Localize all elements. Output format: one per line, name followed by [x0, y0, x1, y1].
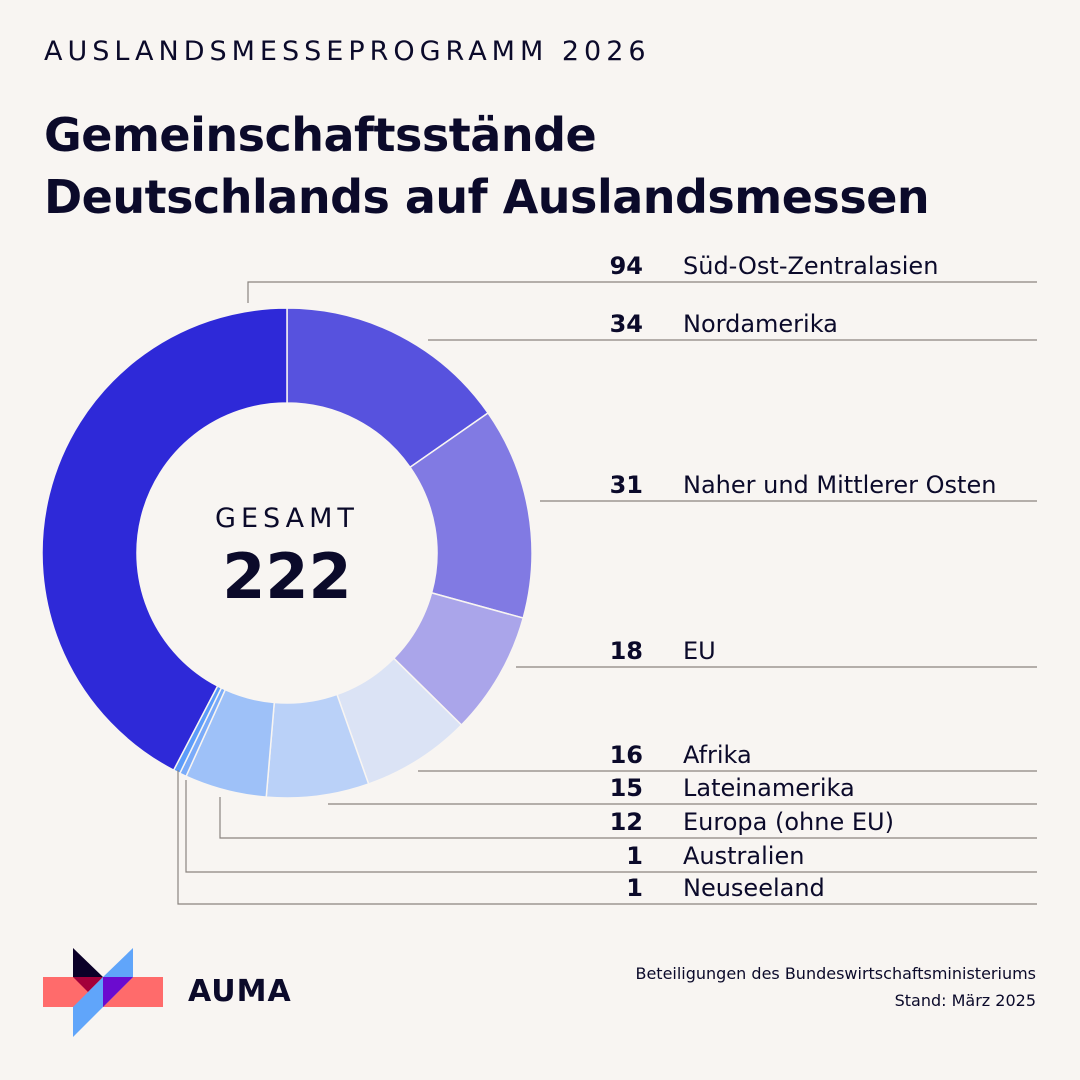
leader-line — [219, 797, 1037, 839]
title-line-1: Gemeinschaftsstände — [44, 108, 597, 162]
center-total: 222 — [222, 540, 351, 613]
category-label: Australien — [683, 842, 804, 870]
leader-line — [247, 281, 1037, 303]
value-label: 1 — [626, 842, 643, 870]
value-label: 12 — [610, 808, 643, 836]
value-label: 16 — [610, 741, 643, 769]
slice-s-d-ost-zentralasien — [41, 307, 288, 772]
source-note: Beteiligungen des Bundeswirtschaftsminis… — [635, 964, 1036, 983]
category-label: Europa (ohne EU) — [683, 808, 894, 836]
leader-line — [177, 770, 1037, 905]
category-label: Lateinamerika — [683, 774, 855, 802]
date-note: Stand: März 2025 — [894, 991, 1036, 1010]
category-label: Naher und Mittlerer Osten — [683, 471, 996, 499]
value-label: 1 — [626, 874, 643, 902]
value-label: 31 — [610, 471, 643, 499]
category-label: Süd-Ost-Zentralasien — [683, 252, 938, 280]
leader-line — [185, 780, 1037, 873]
value-label: 15 — [610, 774, 643, 802]
center-label: GESAMT — [215, 503, 359, 534]
value-label: 18 — [610, 637, 643, 665]
title-line-2: Deutschlands auf Auslandsmessen — [44, 170, 930, 224]
value-label: 94 — [610, 252, 643, 280]
page-title: Gemeinschaftsstände Deutschlands auf Aus… — [44, 104, 930, 228]
category-label: Neuseeland — [683, 874, 825, 902]
auma-logo-icon — [43, 948, 163, 1037]
value-label: 34 — [610, 310, 643, 338]
category-label: Nordamerika — [683, 310, 838, 338]
category-label: EU — [683, 637, 716, 665]
category-label: Afrika — [683, 741, 752, 769]
footer-note: Beteiligungen des Bundeswirtschaftsminis… — [635, 960, 1036, 1014]
auma-logo-text: AUMA — [188, 974, 292, 1009]
kicker: AUSLANDSMESSEPROGRAMM 2026 — [44, 36, 651, 67]
